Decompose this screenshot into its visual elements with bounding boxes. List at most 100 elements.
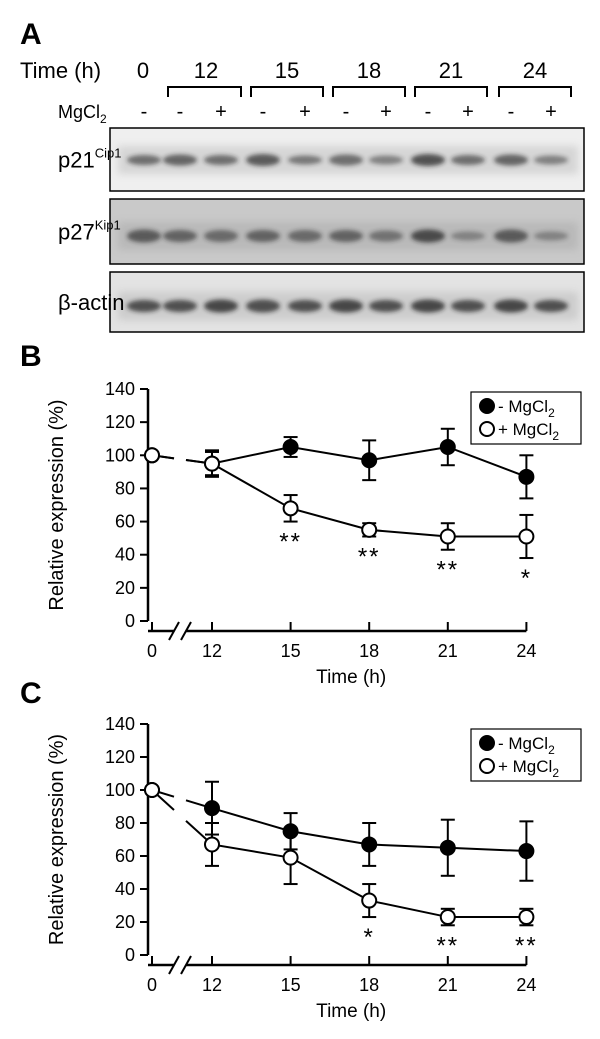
blot-label-1: p21Cip1 — [58, 146, 121, 173]
x-tick-label-0: 0 — [147, 975, 157, 995]
time-bracket-24 — [498, 86, 572, 97]
mgcl2-sign-lane-7: + — [380, 101, 392, 123]
band-lane-2 — [163, 300, 197, 312]
data-point-0h — [144, 782, 160, 798]
blot-label-3: β-actin — [58, 290, 124, 315]
y-tick-label-120: 120 — [105, 412, 135, 432]
data-point-18h — [361, 521, 378, 538]
y-tick-label-140: 140 — [105, 379, 135, 399]
time-bracket-15 — [250, 86, 324, 97]
x-tick-label-0: 0 — [147, 641, 157, 661]
x-tick-label-18: 18 — [359, 641, 379, 661]
band-lane-6 — [329, 299, 363, 313]
legend-label: - MgCl2 — [498, 734, 555, 757]
data-point-21h — [439, 839, 456, 856]
y-tick-label-80: 80 — [115, 813, 135, 833]
x-tick-label-12: 12 — [202, 975, 222, 995]
x-tick-label-24: 24 — [516, 641, 536, 661]
band-lane-8 — [411, 229, 445, 243]
time-label: Time (h) — [20, 58, 101, 83]
y-tick-label-100: 100 — [105, 445, 135, 465]
band-lane-5 — [288, 300, 322, 312]
band-lane-9 — [451, 300, 485, 312]
panel-c-label: C — [20, 677, 42, 710]
mgcl2-sign-lane-2: - — [177, 101, 184, 123]
y-tick-label-80: 80 — [115, 478, 135, 498]
mgcl2-sign-lane-9: + — [462, 101, 474, 123]
band-lane-11 — [534, 300, 568, 312]
data-point-0h — [144, 447, 160, 464]
legend-label: + MgCl2 — [498, 420, 559, 443]
data-point-24h — [518, 909, 535, 926]
data-point-24h — [518, 468, 535, 485]
mgcl2-sign-lane-10: - — [508, 101, 515, 123]
mgcl2-sign-lane-5: + — [299, 101, 311, 123]
band-lane-3 — [204, 299, 238, 313]
y-tick-label-0: 0 — [125, 945, 135, 965]
y-axis-title: Relative expression (%) — [46, 399, 68, 610]
x-tick-label-15: 15 — [281, 975, 301, 995]
series-line — [185, 799, 527, 853]
band-lane-3 — [204, 155, 238, 165]
series-plus-mgcl2 — [144, 782, 535, 927]
band-lane-2 — [163, 154, 197, 166]
legend: - MgCl2+ MgCl2 — [470, 391, 582, 445]
western-blots: p21Cip1 p27Kip1 β-actin — [58, 127, 585, 333]
y-tick-label-40: 40 — [115, 879, 135, 899]
x-axis-break-mark — [180, 955, 192, 975]
y-tick-label-40: 40 — [115, 545, 135, 565]
legend: - MgCl2+ MgCl2 — [470, 728, 582, 782]
x-tick-label-21: 21 — [438, 975, 458, 995]
y-tick-label-0: 0 — [125, 611, 135, 631]
legend-label: + MgCl2 — [498, 757, 559, 780]
band-lane-11 — [534, 231, 568, 241]
time-brackets — [167, 86, 572, 97]
data-point-21h — [439, 909, 456, 926]
x-tick-label-18: 18 — [359, 975, 379, 995]
mgcl2-sign-lane-8: - — [425, 101, 432, 123]
blot-label-2: p27Kip1 — [58, 218, 121, 245]
band-lane-10 — [494, 299, 528, 313]
significance-15h: ** — [279, 529, 302, 556]
data-point-24h — [518, 528, 535, 545]
band-lane-9 — [451, 231, 485, 241]
data-point-18h — [361, 452, 378, 469]
panel-a-label: A — [20, 18, 42, 51]
band-lane-1 — [127, 300, 161, 312]
mgcl2-sign-lane-4: - — [260, 101, 267, 123]
y-tick-label-60: 60 — [115, 846, 135, 866]
x-tick-label-12: 12 — [202, 641, 222, 661]
data-point-12h — [204, 455, 220, 472]
band-lane-6 — [329, 154, 363, 166]
mgcl2-row-label: MgCl2 — [58, 102, 107, 126]
data-point-21h — [439, 439, 456, 455]
y-tick-label-140: 140 — [105, 714, 135, 734]
x-tick-label-21: 21 — [438, 641, 458, 661]
band-lane-9 — [451, 155, 485, 165]
x-axis-title: Time (h) — [316, 1001, 386, 1022]
legend-label: - MgCl2 — [498, 397, 555, 420]
x-tick-label-24: 24 — [516, 975, 536, 995]
band-lane-4 — [246, 230, 280, 242]
data-point-18h — [361, 836, 378, 853]
band-lane-10 — [494, 229, 528, 243]
band-lane-7 — [369, 300, 403, 312]
time-label-24: 24 — [523, 58, 547, 83]
significance-18h: * — [364, 924, 375, 951]
series-line — [185, 820, 527, 919]
chart-b: 0 20 40 60 80 100 120 140 0 12 15 18 21 24 Time (h) Rel… — [46, 379, 582, 688]
band-lane-3 — [204, 230, 238, 242]
time-bracket-18 — [332, 86, 406, 97]
legend-marker — [479, 421, 495, 437]
band-lane-4 — [246, 154, 280, 166]
time-label-21: 21 — [439, 58, 463, 83]
band-lane-5 — [288, 230, 322, 242]
blot-3: β-actin — [58, 271, 585, 333]
significance-21h: ** — [436, 932, 459, 959]
time-label-18: 18 — [357, 58, 381, 83]
time-label-15: 15 — [275, 58, 299, 83]
data-point-15h — [282, 849, 299, 866]
time-bracket-21 — [414, 86, 488, 97]
y-tick-label-20: 20 — [115, 578, 135, 598]
